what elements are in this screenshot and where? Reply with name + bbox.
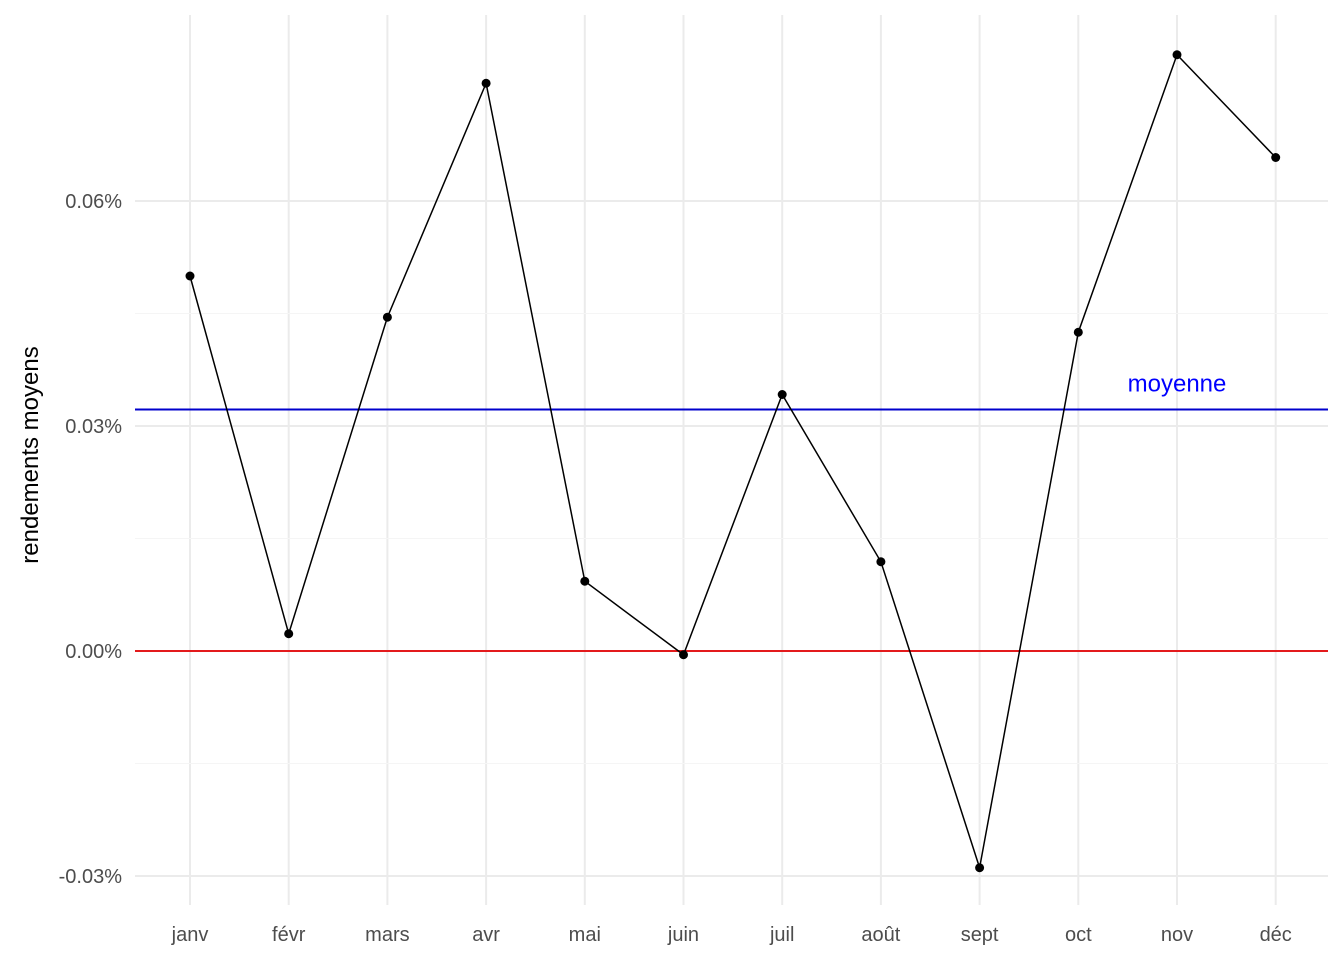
data-point-juil: [777, 390, 787, 399]
data-point-sept: [975, 863, 985, 873]
data-point-oct: [1073, 327, 1083, 337]
data-point-déc: [1271, 153, 1281, 162]
series-line: [189, 53, 1277, 868]
data-point-févr: [284, 629, 294, 639]
y-tick-label: -0.03%: [59, 866, 123, 888]
data-point-avr: [481, 78, 491, 88]
y-axis-title: rendements moyens: [17, 346, 44, 563]
y-tick-label: 0.06%: [65, 191, 122, 213]
x-gridlines: [189, 15, 1277, 905]
x-tick-label: sept: [961, 924, 999, 946]
data-point-juin: [679, 650, 688, 660]
x-tick-label: mars: [365, 924, 409, 946]
y-tick-label: 0.03%: [65, 416, 122, 438]
data-point-janv: [185, 271, 195, 281]
series-points: [185, 50, 1281, 873]
y-tick-label: 0.00%: [65, 641, 122, 663]
x-tick-label: août: [861, 924, 900, 946]
x-tick-label: avr: [472, 924, 500, 946]
y-gridlines: [135, 200, 1328, 877]
mean-annotation: moyenne: [1128, 371, 1227, 398]
data-point-août: [876, 557, 886, 567]
reference-lines: [135, 408, 1328, 652]
x-tick-label: oct: [1065, 924, 1092, 946]
x-tick-label: déc: [1260, 924, 1292, 946]
y-axis-tick-labels: -0.03% 0.00% 0.03% 0.06%: [59, 191, 123, 888]
data-point-mai: [580, 576, 590, 586]
x-tick-label: nov: [1161, 924, 1193, 946]
x-tick-label: janv: [171, 924, 209, 946]
x-tick-label: juin: [667, 924, 699, 946]
x-axis-tick-labels: janv févr mars avr mai juin juil août sept oct nov…: [171, 924, 1292, 946]
data-point-mars: [382, 312, 392, 322]
x-tick-label: mai: [569, 924, 601, 946]
series-polyline: [189, 53, 1277, 868]
x-tick-label: juil: [769, 924, 794, 946]
data-point-nov: [1172, 50, 1182, 60]
x-tick-label: févr: [272, 924, 306, 946]
